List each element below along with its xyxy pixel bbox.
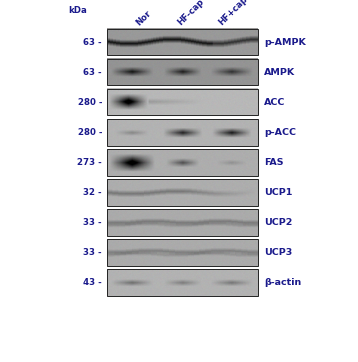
Bar [107,209,258,236]
Bar [107,149,258,176]
Bar [107,119,258,146]
Text: 63 -: 63 - [83,38,102,47]
Text: kDa: kDa [68,6,87,15]
Text: UCP2: UCP2 [264,218,292,227]
Bar [107,269,258,296]
Text: β-actin: β-actin [264,278,301,287]
Text: 32 -: 32 - [83,188,102,197]
Bar [107,179,258,206]
Text: 43 -: 43 - [83,278,102,287]
Text: HF-cap: HF-cap [176,0,206,27]
Text: HF+cap: HF+cap [217,0,250,27]
Text: p-ACC: p-ACC [264,128,296,137]
Text: 33 -: 33 - [83,218,102,227]
Bar [107,89,258,115]
Bar [107,239,258,266]
Text: 273 -: 273 - [77,158,102,167]
Text: 63 -: 63 - [83,68,102,77]
Bar [107,59,258,85]
Text: 280 -: 280 - [78,98,102,107]
Text: AMPK: AMPK [264,68,295,77]
Text: FAS: FAS [264,158,284,167]
Text: ACC: ACC [264,98,286,107]
Text: 33 -: 33 - [83,248,102,257]
Text: 280 -: 280 - [78,128,102,137]
Text: Nor: Nor [134,8,153,27]
Text: UCP3: UCP3 [264,248,292,257]
Text: UCP1: UCP1 [264,188,292,197]
Bar [107,29,258,55]
Text: p-AMPK: p-AMPK [264,38,306,47]
